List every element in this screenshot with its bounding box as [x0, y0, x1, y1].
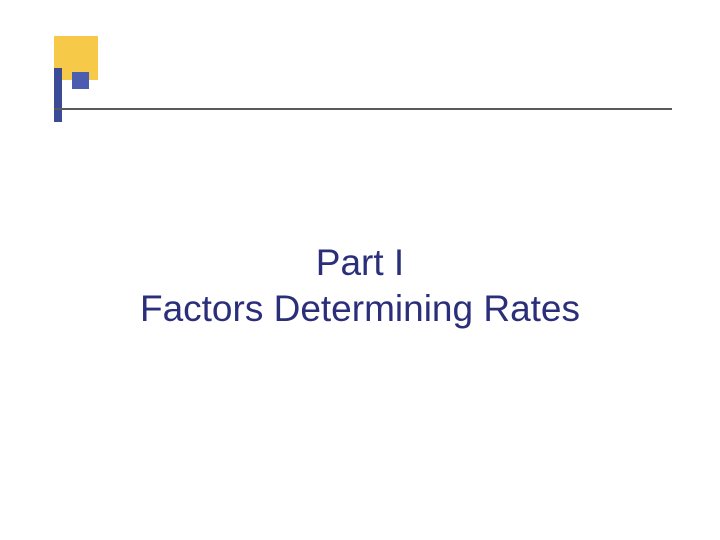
slide-title: Part I Factors Determining Rates: [0, 240, 720, 333]
slide-decoration: [54, 36, 114, 124]
horizontal-rule: [54, 108, 672, 110]
blue-square: [72, 72, 89, 89]
title-line-1: Part I: [0, 240, 720, 286]
vertical-bar: [54, 68, 62, 122]
title-line-2: Factors Determining Rates: [0, 286, 720, 332]
